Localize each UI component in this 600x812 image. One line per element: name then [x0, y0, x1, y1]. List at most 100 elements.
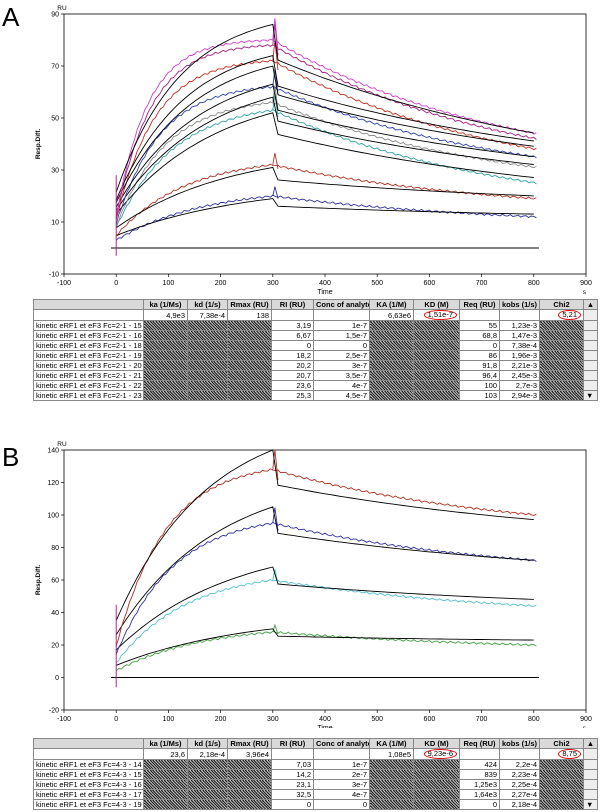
- y-tick-label: 50: [51, 116, 59, 123]
- table-row[interactable]: kinetic eRF1 et eF3 Fc=4-3 - 16 23,1 3e-7 1…: [33, 779, 598, 790]
- column-header[interactable]: Req (RU): [459, 299, 500, 310]
- hatched-cell: [187, 380, 228, 391]
- x-tick-label: 800: [528, 280, 540, 287]
- global-chi2: 5,21: [539, 309, 584, 321]
- column-header[interactable]: kd (1/s): [187, 738, 228, 749]
- global-rmax: 3,96e4: [227, 748, 272, 760]
- scrollbar-track[interactable]: [583, 748, 598, 760]
- hatched-cell: [539, 380, 584, 391]
- req-value: 86: [459, 350, 500, 361]
- x-tick-label: 800: [528, 716, 540, 723]
- conc-value: 4,5e-7: [313, 390, 370, 401]
- hatched-cell: [539, 350, 584, 361]
- column-header[interactable]: KD (M): [413, 299, 460, 310]
- sensorgram-chart-b: -100 0 100 200 300 400 500 600 700 800 900 -20 0 20 40…: [35, 441, 592, 728]
- empty-cell: [313, 309, 370, 321]
- table-row[interactable]: kinetic eRF1 et eF3 Fc=2-1 - 18 0 0 0 7,38e-…: [33, 340, 598, 351]
- injection-spike: [272, 507, 279, 531]
- table-row[interactable]: kinetic eRF1 et eF3 Fc=2-1 - 22 23,6 4e-7 1…: [33, 380, 598, 391]
- scrollbar-track[interactable]: [583, 779, 598, 790]
- x-axis-unit: s: [583, 725, 587, 728]
- req-value: 103: [459, 390, 500, 401]
- column-header[interactable]: KA (1/M): [369, 738, 414, 749]
- req-value: 1,25e3: [459, 779, 500, 790]
- curve-name: kinetic eRF1 et eF3 Fc=2-1 - 15: [33, 320, 144, 331]
- kobs-value: 2,45e-3: [499, 370, 540, 381]
- data-series-line: [115, 630, 537, 672]
- column-header[interactable]: RI (RU): [271, 299, 314, 310]
- y-axis-unit: RU: [57, 441, 67, 448]
- scrollbar-track[interactable]: [583, 330, 598, 341]
- column-header[interactable]: KA (1/M): [369, 299, 414, 310]
- kobs-value: 1,47e-3: [499, 330, 540, 341]
- hatched-cell: [227, 340, 272, 351]
- scroll-down-icon[interactable]: ▼: [583, 390, 598, 401]
- hatched-cell: [539, 390, 584, 401]
- scrollbar-track[interactable]: [583, 789, 598, 800]
- column-header[interactable]: [33, 299, 144, 310]
- y-tick-label: 20: [51, 643, 59, 650]
- scrollbar-track[interactable]: [583, 320, 598, 331]
- table-row[interactable]: kinetic eRF1 et eF3 Fc=2-1 - 21 20,7 3,5e-…: [33, 370, 598, 381]
- hatched-cell: [143, 330, 188, 341]
- ri-value: 23,1: [271, 779, 314, 790]
- scrollbar-track[interactable]: [583, 380, 598, 391]
- ri-value: 32,5: [271, 789, 314, 800]
- table-row[interactable]: kinetic eRF1 et eF3 Fc=4-3 - 14 7,03 1e-7 4…: [33, 759, 598, 770]
- scroll-up-icon[interactable]: ▲: [583, 299, 598, 310]
- y-tick-label: 10: [51, 220, 59, 227]
- scrollbar-track[interactable]: [583, 769, 598, 780]
- scrollbar-track[interactable]: [583, 309, 598, 321]
- table-row[interactable]: kinetic eRF1 et eF3 Fc=2-1 - 19 18,2 2,5e-…: [33, 350, 598, 361]
- data-series-line: [115, 468, 537, 647]
- hatched-cell: [187, 779, 228, 790]
- x-tick-label: 300: [267, 716, 279, 723]
- column-header[interactable]: Conc of analyte: [313, 299, 370, 310]
- table-row[interactable]: kinetic eRF1 et eF3 Fc=4-3 - 17 32,5 4e-7 1…: [33, 789, 598, 800]
- scrollbar-track[interactable]: [583, 370, 598, 381]
- global-chi2: 8,75: [539, 748, 584, 760]
- table-row[interactable]: kinetic eRF1 et eF3 Fc=2-1 - 23 25,3 4,5e-…: [33, 390, 598, 401]
- column-header[interactable]: KD (M): [413, 738, 460, 749]
- scroll-down-icon[interactable]: ▼: [583, 799, 598, 810]
- scrollbar-track[interactable]: [583, 759, 598, 770]
- hatched-cell: [187, 759, 228, 770]
- hatched-cell: [539, 370, 584, 381]
- scrollbar-track[interactable]: [583, 360, 598, 371]
- x-axis-label: Time: [317, 289, 332, 296]
- column-header[interactable]: kobs (1/s): [499, 738, 540, 749]
- curve-name: kinetic eRF1 et eF3 Fc=2-1 - 19: [33, 350, 144, 361]
- table-row[interactable]: kinetic eRF1 et eF3 Fc=2-1 - 15 3,19 1e-7 5…: [33, 320, 598, 331]
- scrollbar-track[interactable]: [583, 340, 598, 351]
- column-header[interactable]: RI (RU): [271, 738, 314, 749]
- table-row[interactable]: kinetic eRF1 et eF3 Fc=4-3 - 15 14,2 2e-7 8…: [33, 769, 598, 780]
- scroll-up-icon[interactable]: ▲: [583, 738, 598, 749]
- column-header[interactable]: Conc of analyte: [313, 738, 370, 749]
- fit-curve: [115, 83, 534, 208]
- global-kd: 7,38e-4: [187, 309, 228, 321]
- hatched-cell: [369, 779, 414, 790]
- injection-spike: [272, 23, 279, 56]
- column-header[interactable]: Chi2: [539, 738, 584, 749]
- column-header[interactable]: ka (1/Ms): [143, 299, 188, 310]
- column-header[interactable]: Req (RU): [459, 738, 500, 749]
- column-header[interactable]: Rmax (RU): [227, 299, 272, 310]
- column-header[interactable]: kobs (1/s): [499, 299, 540, 310]
- column-header[interactable]: ka (1/Ms): [143, 738, 188, 749]
- hatched-cell: [227, 330, 272, 341]
- hatched-cell: [369, 390, 414, 401]
- table-row[interactable]: kinetic eRF1 et eF3 Fc=4-3 - 19 0 0 0 2,18e-…: [33, 799, 598, 810]
- column-header[interactable]: Rmax (RU): [227, 738, 272, 749]
- scrollbar-track[interactable]: [583, 350, 598, 361]
- hatched-cell: [369, 330, 414, 341]
- x-tick-label: 900: [580, 716, 592, 723]
- column-header[interactable]: Chi2: [539, 299, 584, 310]
- column-header[interactable]: kd (1/s): [187, 299, 228, 310]
- table-row[interactable]: kinetic eRF1 et eF3 Fc=2-1 - 16 6,67 1,5e-…: [33, 330, 598, 341]
- table-row[interactable]: kinetic eRF1 et eF3 Fc=2-1 - 20 20,2 3e-7 9…: [33, 360, 598, 371]
- column-header[interactable]: [33, 738, 144, 749]
- hatched-cell: [187, 789, 228, 800]
- conc-value: 1e-7: [313, 759, 370, 770]
- hatched-cell: [369, 370, 414, 381]
- data-series-line: [115, 59, 537, 220]
